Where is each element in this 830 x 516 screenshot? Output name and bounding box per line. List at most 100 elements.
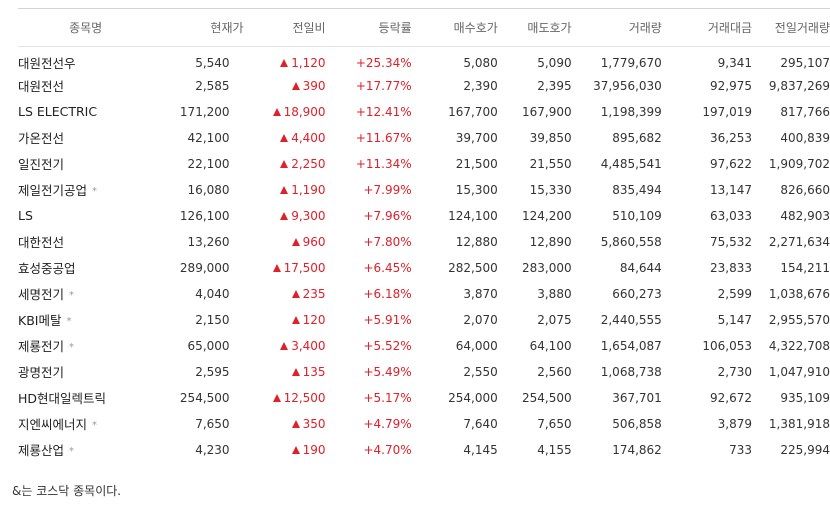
change-value: 120 — [302, 312, 326, 327]
amount-cell: 97,622 — [710, 156, 753, 171]
header-volume[interactable]: 거래량 — [571, 8, 662, 47]
stock-name-link[interactable]: KBI메탈 — [18, 313, 62, 328]
stock-name-link[interactable]: 대원전선우 — [18, 56, 76, 72]
ask-cell: 2,395 — [537, 78, 572, 93]
volume-cell: 510,109 — [612, 208, 662, 223]
table-header-row: 종목명 현재가 전일비 등락률 매수호가 매도호가 거래량 거래대금 전일거래량 — [18, 8, 830, 47]
prev-volume-cell: 1,038,676 — [768, 286, 830, 301]
stock-name-cell: 제룡산업 * — [18, 437, 153, 463]
stock-name-link[interactable]: 제룡전기 — [18, 339, 65, 354]
stock-name-cell: 대원전선우 — [18, 47, 153, 73]
header-amount[interactable]: 거래대금 — [661, 8, 753, 47]
rate-cell: +12.41% — [355, 104, 412, 119]
change-cell: 1,190 — [244, 177, 326, 203]
table-row: 효성중공업 289,000 17,500 +6.45% 282,500 283,000 84… — [18, 255, 830, 281]
rate-cell: +7.96% — [363, 208, 412, 223]
bid-cell: 167,700 — [448, 104, 498, 119]
price-cell: 7,650 — [195, 416, 230, 431]
amount-cell: 197,019 — [702, 104, 753, 119]
stock-name-cell: 제룡전기 * — [18, 333, 153, 359]
stock-name-link[interactable]: LS — [18, 208, 33, 223]
stock-name-cell: HD현대일렉트릭 — [18, 385, 153, 411]
change-value: 12,500 — [283, 390, 326, 405]
volume-cell: 4,485,541 — [600, 156, 662, 171]
header-price[interactable]: 현재가 — [153, 8, 244, 47]
price-cell: 2,595 — [195, 364, 230, 379]
stock-name-cell: 대한전선 — [18, 229, 153, 255]
volume-cell: 1,068,738 — [600, 364, 662, 379]
change-value: 4,400 — [291, 130, 326, 145]
stock-name-cell: 효성중공업 — [18, 255, 153, 281]
change-value: 17,500 — [283, 260, 326, 275]
header-prev-volume[interactable]: 전일거래량 — [752, 8, 830, 47]
bid-cell: 2,390 — [463, 78, 498, 93]
header-change[interactable]: 전일비 — [243, 8, 326, 47]
table-row: 제룡산업 * 4,230 190 +4.70% 4,145 4,155 174,862 733 2… — [18, 437, 830, 463]
stock-table: 종목명 현재가 전일비 등락률 매수호가 매도호가 거래량 거래대금 전일거래량… — [18, 8, 830, 463]
rate-cell: +7.99% — [363, 182, 412, 197]
prev-volume-cell: 1,381,918 — [768, 416, 830, 431]
change-cell: 18,900 — [244, 99, 326, 125]
prev-volume-cell: 1,909,702 — [768, 156, 830, 171]
stock-name-link[interactable]: 대원전선 — [18, 79, 65, 94]
ask-cell: 39,850 — [529, 130, 572, 145]
stock-name-cell: 일진전기 — [18, 151, 153, 177]
stock-name-link[interactable]: LS ELECTRIC — [18, 104, 98, 119]
rate-cell: +4.79% — [363, 416, 412, 431]
amount-cell: 13,147 — [710, 182, 753, 197]
stock-name-link[interactable]: 광명전기 — [18, 365, 65, 380]
price-cell: 65,000 — [187, 338, 230, 353]
volume-cell: 835,494 — [612, 182, 662, 197]
rate-cell: +5.52% — [363, 338, 412, 353]
stock-name-link[interactable]: 대한전선 — [18, 235, 65, 250]
price-cell: 126,100 — [179, 208, 230, 223]
header-rate[interactable]: 등락률 — [325, 8, 412, 47]
triangle-up-icon — [291, 237, 300, 246]
prev-volume-cell: 2,271,634 — [768, 234, 830, 249]
table-row: 대원전선우 5,540 1,120 +25.34% 5,080 5,090 1,779,67… — [18, 47, 830, 73]
kosdaq-mark: * — [69, 290, 75, 301]
ask-cell: 167,900 — [521, 104, 572, 119]
stock-name-link[interactable]: HD현대일렉트릭 — [18, 391, 107, 406]
header-ask[interactable]: 매도호가 — [497, 8, 572, 47]
amount-cell: 733 — [729, 442, 753, 457]
volume-cell: 367,701 — [612, 390, 662, 405]
kosdaq-mark: * — [69, 342, 75, 353]
stock-name-link[interactable]: 제룡산업 — [18, 443, 65, 458]
prev-volume-cell: 9,837,269 — [768, 78, 830, 93]
kosdaq-mark: * — [66, 316, 72, 327]
triangle-up-icon — [280, 211, 289, 220]
rate-cell: +4.70% — [363, 442, 412, 457]
rate-cell: +11.34% — [355, 156, 412, 171]
header-bid[interactable]: 매수호가 — [411, 8, 498, 47]
table-row: LS 126,100 9,300 +7.96% 124,100 124,200 510,10… — [18, 203, 830, 229]
change-cell: 235 — [244, 281, 326, 307]
price-cell: 16,080 — [187, 182, 230, 197]
change-cell: 120 — [244, 307, 326, 333]
amount-cell: 23,833 — [710, 260, 753, 275]
header-name[interactable]: 종목명 — [18, 8, 154, 47]
stock-name-link[interactable]: 일진전기 — [18, 157, 65, 172]
rate-cell: +6.45% — [363, 260, 412, 275]
change-cell: 390 — [244, 73, 326, 99]
stock-name-link[interactable]: 제일전기공업 — [18, 183, 88, 198]
price-cell: 254,500 — [179, 390, 230, 405]
table-row: 가온전선 42,100 4,400 +11.67% 39,700 39,850 895,68… — [18, 125, 830, 151]
volume-cell: 1,198,399 — [600, 104, 662, 119]
stock-name-link[interactable]: 지엔씨에너지 — [18, 417, 88, 432]
ask-cell: 15,330 — [529, 182, 572, 197]
table-row: 제일전기공업 * 16,080 1,190 +7.99% 15,300 15,330 835,… — [18, 177, 830, 203]
volume-cell: 1,779,670 — [600, 55, 662, 70]
stock-name-link[interactable]: 효성중공업 — [18, 261, 76, 276]
triangle-up-icon — [280, 58, 289, 67]
prev-volume-cell: 4,322,708 — [768, 338, 830, 353]
stock-table-container: 종목명 현재가 전일비 등락률 매수호가 매도호가 거래량 거래대금 전일거래량… — [18, 8, 830, 463]
stock-name-link[interactable]: 세명전기 — [18, 287, 65, 302]
amount-cell: 36,253 — [710, 130, 753, 145]
bid-cell: 3,870 — [463, 286, 498, 301]
rate-cell: +7.80% — [363, 234, 412, 249]
table-row: 지엔씨에너지 * 7,650 350 +4.79% 7,640 7,650 506,858 3,… — [18, 411, 830, 437]
price-cell: 4,230 — [195, 442, 230, 457]
stock-name-link[interactable]: 가온전선 — [18, 131, 65, 146]
amount-cell: 63,033 — [710, 208, 753, 223]
